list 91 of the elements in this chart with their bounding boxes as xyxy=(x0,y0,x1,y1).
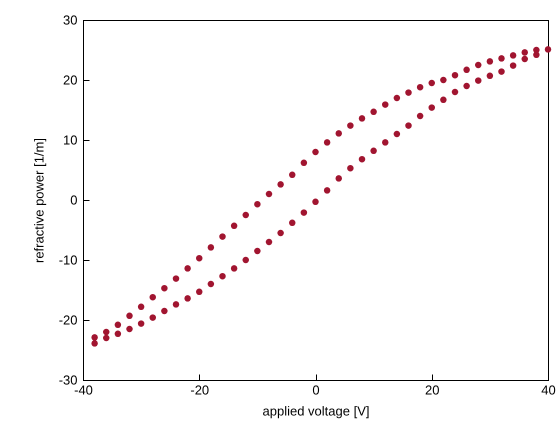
point xyxy=(277,230,284,236)
point xyxy=(184,265,191,272)
point xyxy=(300,209,308,216)
point xyxy=(161,284,168,292)
point xyxy=(416,112,424,120)
point xyxy=(91,334,98,341)
point xyxy=(510,52,516,59)
point xyxy=(277,181,284,188)
point xyxy=(475,77,482,84)
point xyxy=(126,326,133,332)
point xyxy=(440,96,447,104)
point xyxy=(336,130,342,137)
point xyxy=(486,58,494,65)
point xyxy=(230,265,238,272)
point xyxy=(463,66,470,74)
point xyxy=(103,328,110,336)
point xyxy=(394,130,400,138)
point xyxy=(114,330,122,338)
y-tick-label: 20 xyxy=(63,72,78,88)
point xyxy=(172,275,180,282)
point xyxy=(114,322,122,328)
point xyxy=(544,46,552,53)
x-tick-label: -20 xyxy=(190,382,210,398)
point xyxy=(394,94,400,102)
point xyxy=(172,301,180,308)
x-tick-label: 20 xyxy=(425,382,440,398)
x-tick-label: 40 xyxy=(541,382,556,398)
point xyxy=(498,55,505,62)
point xyxy=(196,288,202,296)
point xyxy=(254,248,261,254)
point xyxy=(347,164,354,172)
point xyxy=(382,101,388,108)
y-axis-title: refractive power [1/m] xyxy=(32,138,47,263)
point xyxy=(289,172,296,178)
point xyxy=(370,108,377,116)
point xyxy=(452,88,458,96)
point xyxy=(219,272,226,280)
point xyxy=(522,49,528,56)
x-axis-title: applied voltage [V] xyxy=(262,404,370,418)
point xyxy=(324,139,330,146)
point xyxy=(347,122,354,129)
point xyxy=(324,187,330,194)
point xyxy=(358,115,366,122)
point xyxy=(416,84,424,90)
point xyxy=(382,139,388,146)
point xyxy=(510,62,516,69)
point xyxy=(150,294,156,300)
y-tick-label: -10 xyxy=(58,252,78,268)
point xyxy=(196,254,202,262)
point xyxy=(463,82,470,90)
point xyxy=(440,76,447,84)
point xyxy=(161,308,168,314)
point xyxy=(138,320,144,327)
point xyxy=(522,56,528,62)
point xyxy=(405,89,412,96)
point xyxy=(405,122,412,129)
point xyxy=(428,104,435,111)
point xyxy=(138,304,144,310)
point xyxy=(475,62,482,68)
point xyxy=(219,233,226,240)
point xyxy=(312,148,319,156)
point xyxy=(336,175,342,182)
point xyxy=(230,222,238,230)
point xyxy=(242,256,249,264)
point xyxy=(266,190,272,198)
point xyxy=(498,68,505,75)
point xyxy=(452,72,458,78)
point xyxy=(91,340,98,347)
point xyxy=(358,156,366,162)
y-tick-label: 0 xyxy=(70,192,78,208)
point xyxy=(208,244,214,251)
point xyxy=(312,198,319,206)
point xyxy=(208,280,214,288)
x-tick-label: 0 xyxy=(312,382,320,398)
point xyxy=(266,238,272,246)
point xyxy=(150,314,156,321)
y-tick-label: 10 xyxy=(63,132,78,148)
point xyxy=(428,80,435,86)
point xyxy=(242,212,249,218)
point xyxy=(533,46,540,54)
point xyxy=(370,148,377,154)
y-tick-label: -20 xyxy=(58,312,78,328)
y-tick-label: 30 xyxy=(63,12,78,28)
point xyxy=(486,72,494,80)
point xyxy=(126,312,133,320)
y-tick-label: -30 xyxy=(58,372,78,388)
point xyxy=(300,160,308,166)
point xyxy=(289,220,296,226)
point xyxy=(103,334,110,342)
point xyxy=(254,200,261,208)
point xyxy=(184,295,191,302)
